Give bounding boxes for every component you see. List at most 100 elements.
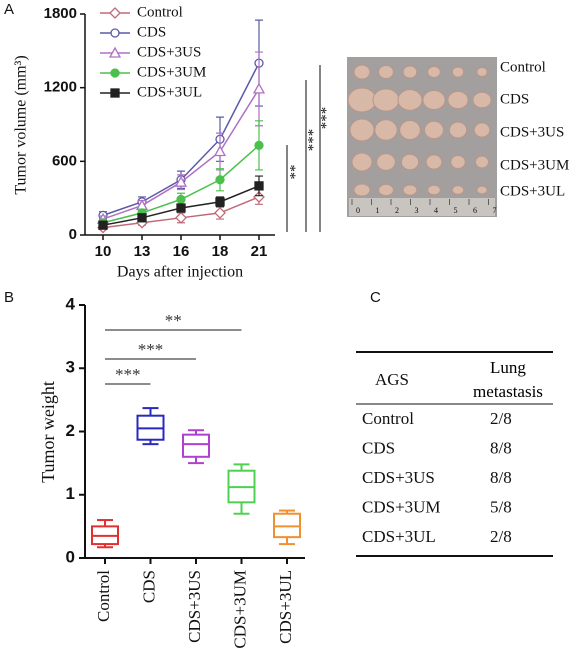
ruler-label: 5	[454, 206, 458, 215]
significance-label: ***	[318, 107, 334, 130]
legend-marker	[108, 46, 122, 58]
table-cell: CDS+3UL	[362, 527, 436, 546]
table-cell: 8/8	[490, 468, 512, 487]
marker	[213, 145, 227, 157]
tumor	[450, 155, 466, 169]
tumor	[475, 155, 489, 169]
marker	[98, 220, 108, 230]
marker	[176, 203, 186, 213]
y-tick-label: 2	[66, 421, 75, 440]
table-header: Lung metastasis	[473, 358, 543, 401]
tumor	[399, 120, 421, 140]
marker	[215, 175, 225, 185]
y-tick-label: 1	[66, 484, 75, 503]
x-tick-label: 10	[95, 243, 112, 260]
tumor	[476, 185, 488, 195]
x-tick-label: Control	[94, 570, 113, 622]
photo-label: CDS+3UM	[500, 157, 569, 173]
ruler-label: 0	[356, 206, 360, 215]
x-tick-label: 18	[212, 243, 229, 260]
marker	[137, 213, 147, 223]
photo	[347, 57, 497, 217]
photo-label: CDS+3US	[500, 124, 564, 140]
y-axis-label: Tumor weight	[38, 381, 58, 483]
y-axis-label: Tumor volume (mm³)	[13, 55, 30, 194]
tumor	[427, 65, 441, 79]
ruler-label: 2	[395, 206, 399, 215]
x-tick-label: 21	[251, 243, 268, 260]
panel-label: C	[370, 289, 381, 306]
marker	[254, 140, 264, 151]
tumor	[427, 184, 441, 196]
legend-marker	[109, 7, 121, 19]
y-tick-label: 600	[52, 152, 77, 169]
tumor	[451, 185, 465, 195]
x-tick-label: CDS	[139, 570, 158, 603]
significance-label: ***	[138, 340, 164, 359]
photo-label: Control	[500, 59, 546, 75]
ruler-label: 4	[434, 206, 438, 215]
legend-marker	[110, 68, 120, 78]
marker	[214, 206, 226, 219]
significance-label: ***	[305, 129, 321, 152]
marker	[254, 181, 264, 191]
tumor	[402, 65, 418, 79]
photo-label: CDS+3UL	[500, 183, 565, 199]
tumor	[402, 184, 418, 196]
x-tick-label: CDS+3UL	[276, 570, 295, 644]
y-tick-label: 0	[69, 226, 77, 243]
table-cell: CDS+3UM	[362, 497, 441, 516]
table-header: AGS	[375, 370, 409, 389]
y-tick-label: 4	[66, 294, 76, 313]
panel-label: A	[4, 1, 14, 18]
legend-marker	[110, 28, 120, 38]
y-tick-label: 1800	[44, 5, 77, 22]
tumor	[451, 66, 465, 78]
y-tick-label: 0	[66, 547, 75, 566]
tumor	[425, 154, 443, 170]
tumor	[400, 153, 420, 171]
tumor	[472, 91, 492, 109]
tumor	[473, 122, 491, 138]
significance-label: **	[165, 311, 182, 330]
tumor	[448, 121, 468, 139]
box	[182, 433, 210, 458]
significance-label: ***	[115, 365, 141, 384]
legend-label: CDS+3US	[137, 44, 201, 60]
tumor	[347, 87, 377, 113]
tumor	[422, 90, 446, 110]
significance-label: **	[287, 165, 303, 180]
ruler-label: 3	[415, 206, 419, 215]
marker	[174, 175, 188, 187]
tumor	[376, 153, 396, 171]
marker	[215, 197, 225, 207]
ruler-label: 1	[376, 206, 380, 215]
table-cell: 5/8	[490, 497, 512, 516]
x-axis-label: Days after injection	[117, 264, 243, 281]
table-cell: 2/8	[490, 409, 512, 428]
legend-label: CDS	[137, 24, 166, 40]
ruler-label: 6	[473, 206, 477, 215]
marker	[176, 194, 186, 205]
legend-label: CDS+3UL	[137, 84, 202, 100]
tumor	[349, 118, 375, 142]
tumor	[372, 88, 400, 112]
legend-marker	[110, 88, 120, 98]
table-cell: CDS	[362, 438, 395, 457]
photo-label: CDS	[500, 91, 529, 107]
legend-label: CDS+3UM	[137, 64, 206, 80]
tumor	[424, 120, 444, 140]
legend-label: Control	[137, 4, 183, 20]
ruler-label: 7	[493, 206, 497, 215]
marker	[175, 211, 187, 224]
panel-label: B	[4, 289, 14, 306]
tumor	[397, 89, 423, 111]
table-cell: CDS+3US	[362, 468, 435, 487]
table-cell: 8/8	[490, 438, 512, 457]
x-tick-label: CDS+3UM	[230, 570, 249, 649]
marker	[252, 82, 266, 94]
y-tick-label: 1200	[44, 79, 77, 96]
table-cell: Control	[362, 409, 414, 428]
